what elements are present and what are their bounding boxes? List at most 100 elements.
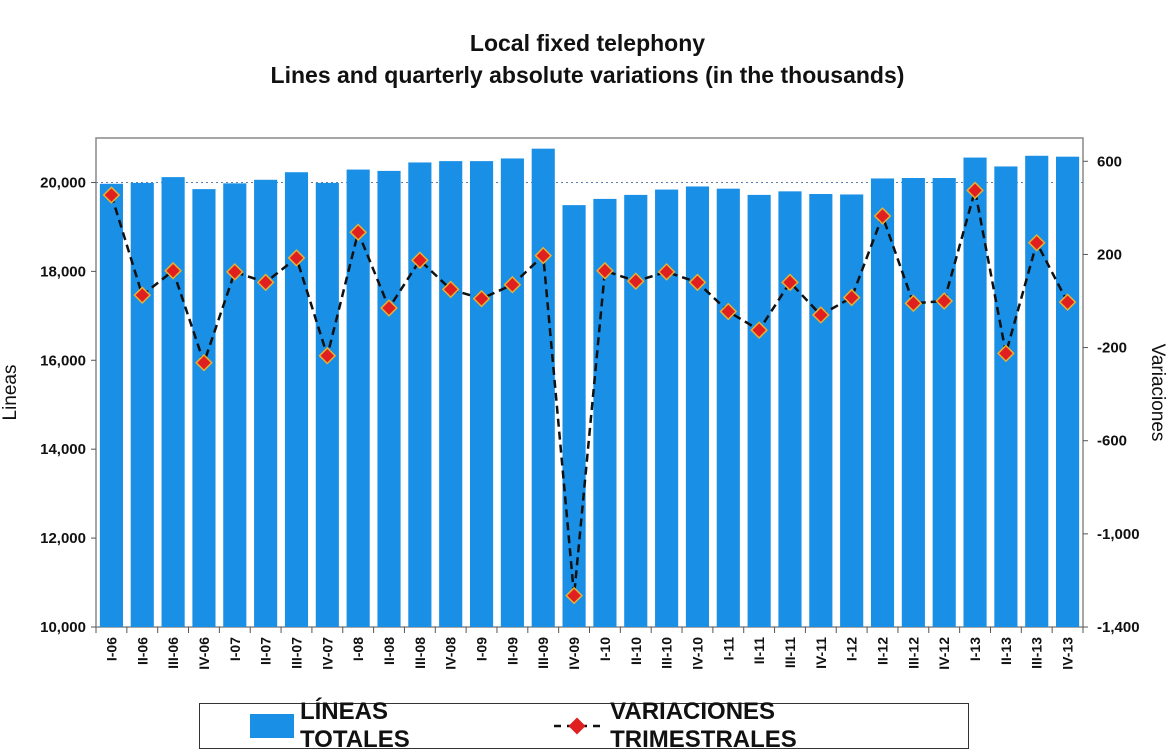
x-tick-label: I-13	[967, 637, 983, 661]
x-tick-label: IV-13	[1060, 637, 1076, 670]
chart-title: Local fixed telephony	[469, 30, 706, 56]
chart-legend: LÍNEAS TOTALES VARIACIONES TRIMESTRALES	[199, 698, 969, 753]
bar-II-07	[254, 179, 278, 627]
variation-point-III-11	[781, 273, 799, 292]
variation-point-III-10	[657, 263, 676, 281]
y2-tick-label: -1,000	[1097, 526, 1140, 543]
bar-I-09	[469, 161, 494, 627]
y2-axis-title: Variaciones	[1147, 344, 1168, 442]
variation-point-III-13	[1027, 233, 1046, 252]
x-tick-label: IV-09	[566, 637, 582, 670]
variation-point-I-08	[349, 223, 368, 242]
x-tick-label: IV-11	[813, 637, 829, 669]
bar-II-09	[500, 158, 524, 627]
x-tick-label: IV-06	[196, 637, 212, 670]
x-tick-label: II-10	[628, 637, 644, 665]
variation-point-II-09	[503, 275, 522, 294]
bar-III-06	[161, 177, 185, 627]
y-tick-label: 14,000	[40, 441, 86, 458]
bar-I-13	[963, 157, 987, 627]
variation-point-II-13	[997, 344, 1015, 363]
variation-point-IV-12	[935, 292, 954, 310]
bar-II-10	[624, 194, 648, 627]
bar-IV-06	[192, 189, 216, 627]
bar-IV-10	[685, 186, 710, 628]
x-tick-label: II-09	[504, 637, 520, 665]
bar-II-13	[994, 166, 1018, 627]
x-tick-label: IV-07	[319, 637, 335, 670]
variation-point-III-07	[287, 249, 306, 267]
bar-I-10	[593, 198, 617, 628]
bar-III-09	[531, 148, 555, 627]
bar-III-12	[901, 178, 925, 627]
x-tick-label: I-12	[844, 637, 860, 661]
x-tick-label: III-10	[659, 637, 675, 669]
bar-IV-12	[932, 178, 956, 627]
variation-point-I-07	[225, 263, 244, 281]
variation-point-II-12	[873, 207, 892, 225]
legend-line-label: VARIACIONES TRIMESTRALES	[610, 698, 797, 753]
variation-point-IV-10	[688, 273, 707, 292]
x-tick-label: I-11	[720, 637, 736, 661]
y2-tick-label: -200	[1097, 340, 1127, 357]
x-tick-label: I-08	[350, 637, 366, 661]
bar-III-10	[655, 189, 679, 628]
variation-point-I-06	[102, 186, 121, 204]
y-tick-label: 10,000	[40, 619, 86, 636]
variation-point-IV-06	[195, 353, 213, 372]
variation-line	[110, 190, 1069, 596]
bar-IV-13	[1056, 156, 1080, 628]
bar-II-12	[870, 178, 895, 627]
x-tick-label: III-07	[288, 637, 304, 669]
x-tick-label: III-06	[165, 637, 181, 669]
bar-III-11	[778, 191, 802, 627]
variation-point-IV-11	[811, 306, 830, 324]
x-tick-label: IV-12	[936, 637, 952, 670]
x-tick-label: II-12	[875, 637, 891, 665]
y-tick-label: 12,000	[40, 530, 86, 547]
bar-III-13	[1025, 155, 1049, 628]
bar-I-11	[716, 188, 740, 628]
y2-tick-label: -1,400	[1097, 619, 1140, 636]
bar-III-08	[408, 162, 432, 627]
x-tick-label: II-07	[258, 637, 274, 665]
x-tick-label: I-09	[474, 637, 490, 661]
x-tick-label: II-13	[998, 637, 1014, 665]
y-axis-title: Lineas	[0, 365, 21, 421]
bar-I-07	[223, 183, 247, 628]
variation-point-II-07	[256, 273, 275, 292]
variation-point-II-10	[626, 272, 645, 291]
x-tick-label: III-11	[782, 637, 798, 668]
x-tick-label: II-06	[134, 637, 150, 665]
x-tick-label: IV-10	[689, 637, 705, 670]
x-tick-label: IV-08	[443, 637, 459, 670]
variation-point-I-11	[719, 302, 738, 321]
variation-point-I-13	[966, 181, 984, 200]
x-tick-label: III-09	[535, 637, 551, 669]
x-tick-label: II-08	[381, 637, 397, 665]
variation-point-III-06	[164, 261, 182, 280]
variation-point-II-11	[750, 321, 768, 339]
chart-subtitle: Lines and quarterly absolute variations …	[270, 62, 905, 88]
variation-point-IV-13	[1058, 293, 1077, 312]
x-tick-label: I-06	[103, 637, 119, 661]
x-tick-label: II-11	[751, 637, 767, 664]
variation-point-IV-07	[318, 346, 337, 365]
variation-point-III-09	[534, 246, 553, 265]
bar-II-06	[130, 182, 154, 627]
bar-IV-08	[439, 161, 463, 627]
variation-point-I-09	[472, 289, 491, 308]
bar-III-07	[284, 172, 309, 628]
variation-point-III-08	[411, 251, 429, 270]
x-tick-label: I-07	[227, 637, 243, 661]
chart-plot: 10,000 12,000 14,000 16,000 18,000 20,000 -1,4…	[0, 137, 1168, 670]
x-tick-label: III-12	[905, 637, 921, 669]
bar-I-06	[99, 183, 123, 627]
legend-bars-label: LÍNEAS TOTALES	[299, 698, 410, 753]
variation-point-IV-08	[441, 280, 460, 299]
variation-point-I-10	[596, 261, 614, 280]
y2-tick-label: -600	[1097, 433, 1127, 450]
bar-II-11	[747, 194, 771, 627]
legend-line-swatch	[554, 717, 601, 735]
y2-tick-label: 200	[1097, 246, 1122, 263]
